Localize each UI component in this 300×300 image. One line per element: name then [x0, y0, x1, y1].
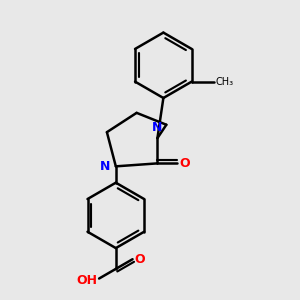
Text: N: N [100, 160, 110, 173]
Text: N: N [152, 121, 163, 134]
Text: CH₃: CH₃ [215, 76, 234, 87]
Text: O: O [179, 157, 190, 170]
Text: OH: OH [76, 274, 97, 286]
Text: O: O [135, 253, 145, 266]
